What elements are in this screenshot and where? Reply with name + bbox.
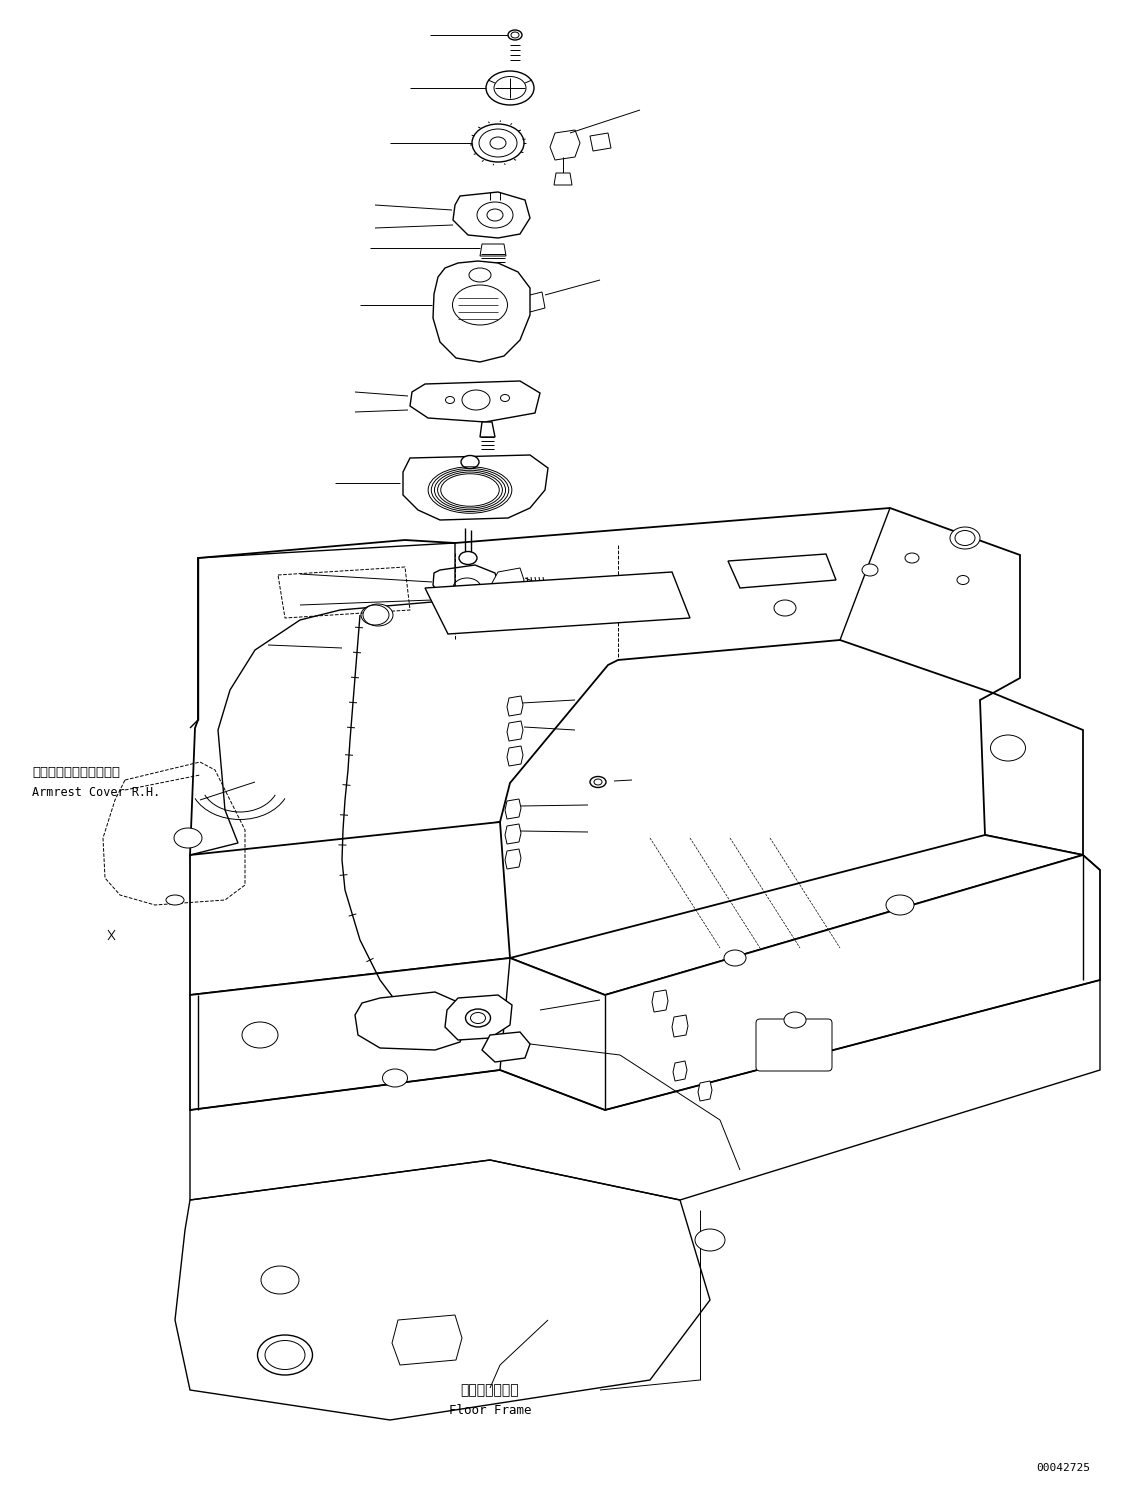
Text: アームレストカバー　右: アームレストカバー 右 [32, 767, 120, 780]
Ellipse shape [461, 456, 479, 469]
Ellipse shape [487, 208, 504, 220]
Ellipse shape [459, 551, 477, 564]
Polygon shape [190, 508, 1020, 876]
Polygon shape [507, 695, 523, 716]
Ellipse shape [473, 124, 524, 162]
Polygon shape [175, 1160, 710, 1421]
Ellipse shape [594, 779, 602, 785]
Polygon shape [409, 381, 540, 421]
Polygon shape [672, 1015, 688, 1036]
Polygon shape [190, 822, 510, 995]
Polygon shape [590, 133, 611, 150]
Ellipse shape [512, 31, 518, 39]
Ellipse shape [991, 736, 1025, 761]
Ellipse shape [453, 578, 481, 599]
Ellipse shape [462, 390, 490, 409]
Polygon shape [392, 1315, 462, 1365]
Ellipse shape [508, 30, 522, 40]
Polygon shape [434, 564, 500, 608]
Ellipse shape [382, 1069, 407, 1087]
Ellipse shape [957, 576, 969, 585]
Polygon shape [554, 173, 572, 185]
Polygon shape [505, 823, 521, 844]
Polygon shape [434, 261, 530, 362]
Ellipse shape [166, 895, 184, 905]
Ellipse shape [262, 1266, 299, 1294]
Ellipse shape [863, 564, 877, 576]
Polygon shape [190, 855, 1100, 1109]
Ellipse shape [362, 605, 393, 625]
Ellipse shape [774, 600, 796, 616]
Polygon shape [673, 1062, 687, 1081]
Ellipse shape [469, 268, 491, 281]
Polygon shape [479, 244, 506, 256]
Ellipse shape [486, 71, 535, 106]
Polygon shape [651, 990, 668, 1013]
Ellipse shape [500, 395, 509, 402]
Text: 00042725: 00042725 [1036, 1464, 1090, 1473]
Ellipse shape [479, 130, 517, 156]
Ellipse shape [785, 1013, 806, 1027]
Ellipse shape [494, 76, 526, 100]
Polygon shape [728, 554, 836, 588]
Ellipse shape [490, 137, 506, 149]
Polygon shape [492, 567, 524, 596]
Polygon shape [403, 456, 548, 520]
Ellipse shape [466, 1010, 491, 1027]
Ellipse shape [242, 1021, 278, 1048]
Text: フロアフレーム: フロアフレーム [461, 1383, 520, 1397]
Ellipse shape [453, 284, 507, 325]
FancyBboxPatch shape [756, 1018, 832, 1071]
Polygon shape [510, 835, 1083, 995]
Ellipse shape [257, 1336, 312, 1374]
Polygon shape [356, 992, 468, 1050]
Ellipse shape [174, 828, 202, 849]
Ellipse shape [470, 1013, 485, 1023]
Text: Floor Frame: Floor Frame [448, 1404, 531, 1416]
Polygon shape [453, 192, 530, 238]
Polygon shape [507, 746, 523, 765]
Polygon shape [479, 421, 496, 436]
Polygon shape [505, 800, 521, 819]
Ellipse shape [445, 396, 454, 404]
Polygon shape [445, 995, 512, 1039]
Polygon shape [505, 849, 521, 870]
Ellipse shape [477, 203, 513, 228]
Text: Armrest Cover R.H.: Armrest Cover R.H. [32, 786, 161, 798]
Ellipse shape [905, 552, 919, 563]
Polygon shape [699, 1081, 712, 1100]
Ellipse shape [955, 530, 975, 545]
Polygon shape [980, 692, 1083, 855]
Ellipse shape [885, 895, 914, 916]
Ellipse shape [724, 950, 746, 966]
Ellipse shape [950, 527, 980, 549]
Polygon shape [507, 721, 523, 742]
Ellipse shape [265, 1340, 305, 1370]
Polygon shape [551, 130, 580, 159]
Ellipse shape [590, 776, 606, 788]
Ellipse shape [695, 1228, 725, 1251]
Polygon shape [482, 1032, 530, 1062]
Polygon shape [426, 572, 690, 634]
